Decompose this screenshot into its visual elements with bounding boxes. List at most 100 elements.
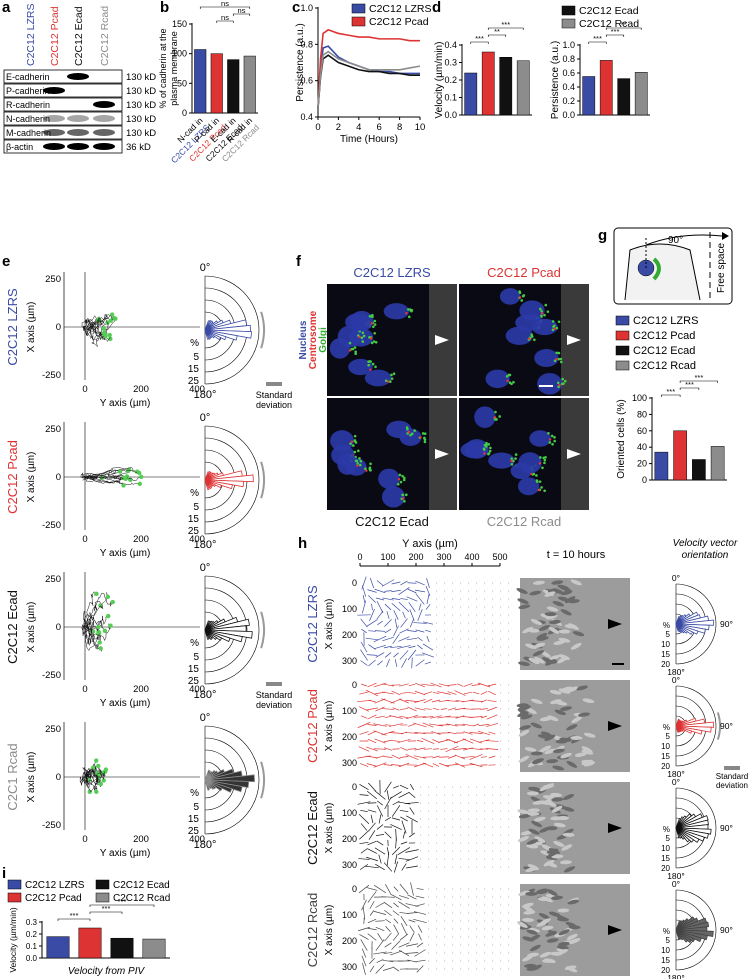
velocity-vector — [383, 862, 393, 872]
bar — [599, 60, 613, 116]
velocity-vector — [365, 865, 379, 869]
velocity-vector — [393, 785, 399, 789]
velocity-vector — [411, 657, 413, 669]
trajectory-end — [121, 483, 126, 488]
velocity-vector — [382, 597, 394, 601]
x-tick-label: 2 — [336, 122, 341, 133]
golgi — [356, 462, 360, 465]
velocity-vector — [400, 816, 408, 822]
std-arc — [716, 712, 721, 740]
velocity-vector — [367, 724, 377, 726]
golgi — [372, 340, 376, 343]
rose-ring — [675, 787, 717, 869]
phase-cell — [522, 955, 534, 962]
velocity-vector — [418, 603, 422, 611]
velocity-vector — [447, 691, 457, 695]
centrosome — [358, 335, 361, 339]
x-tick-label: 0 — [82, 534, 87, 545]
velocity-vector — [407, 692, 417, 694]
rose-wedge — [675, 815, 709, 829]
phase-cell — [563, 866, 576, 873]
velocity-vector — [405, 849, 419, 853]
golgi — [358, 463, 362, 467]
velocity-vector — [463, 683, 473, 687]
velocity-vector — [398, 601, 410, 613]
rose-tick-label: 10 — [661, 844, 670, 853]
velocity-vector — [360, 809, 368, 813]
golgi — [398, 473, 402, 477]
row-label: C2C12 Pcad — [5, 440, 20, 514]
golgi — [510, 462, 514, 466]
rose-label: 90° — [720, 823, 733, 833]
rose-unit: % — [190, 488, 199, 499]
phase-cell — [528, 657, 540, 665]
std-label: deviation — [256, 700, 292, 710]
velocity-vector — [469, 762, 483, 768]
y-tick-label: 0.0 — [562, 110, 575, 120]
phase-cell — [538, 913, 550, 920]
phase-cell — [557, 908, 570, 913]
trajectory-end — [94, 758, 99, 763]
stain-label: Centrosome — [308, 310, 319, 369]
rose-tick-label: 25 — [188, 676, 200, 687]
golgi — [369, 468, 372, 472]
velocity-vector — [368, 782, 376, 792]
golgi — [559, 357, 563, 361]
velocity-vector — [392, 748, 400, 750]
rose-tick-label: 15 — [188, 814, 200, 825]
golgi — [361, 340, 365, 343]
lane-label: C2C12 Rcad — [99, 6, 111, 66]
velocity-vector — [480, 756, 488, 758]
phase-cell — [516, 588, 528, 594]
velocity-vector — [477, 730, 491, 736]
velocity-vector — [358, 746, 370, 752]
rose-tick-label: 5 — [193, 652, 199, 663]
velocity-vector — [454, 754, 466, 760]
velocity-vector — [488, 755, 496, 759]
golgi — [354, 350, 357, 354]
trajectory-end — [126, 468, 131, 474]
velocity-vector — [391, 602, 401, 612]
velocity-vector — [366, 654, 378, 656]
trajectory-end — [108, 336, 113, 342]
golgi — [373, 319, 377, 323]
velocity-vector — [469, 732, 483, 734]
blot-band — [67, 115, 89, 122]
phase-cell — [551, 580, 564, 585]
y-tick-label: -250 — [42, 370, 61, 381]
y-tick-label: 250 — [45, 574, 61, 585]
rose-tick-label: 5 — [193, 352, 199, 363]
phase-cell — [526, 791, 539, 796]
rose-wedge — [675, 725, 680, 733]
phase-cell — [546, 938, 559, 943]
blot-band — [67, 143, 89, 150]
phase-cell — [569, 938, 581, 944]
velocity-vector — [413, 622, 427, 624]
significance-label: *** — [593, 34, 602, 43]
rose-label: 0° — [200, 562, 211, 574]
centrosome — [548, 438, 552, 441]
bar — [46, 936, 70, 959]
y-tick-label: 100 — [342, 808, 357, 818]
velocity-vector — [397, 739, 411, 743]
velocity-vector — [414, 699, 426, 703]
trajectory — [83, 626, 102, 652]
velocity-vector — [384, 831, 392, 839]
golgi — [557, 357, 561, 361]
velocity-vector — [393, 861, 399, 873]
bar — [710, 446, 725, 481]
column-label: C2C12 Ecad — [355, 514, 429, 529]
rose-label: 180° — [667, 667, 685, 677]
phase-cell — [558, 654, 570, 660]
phase-cell — [551, 895, 564, 900]
velocity-vector — [425, 629, 431, 633]
significance-bracket — [605, 27, 642, 30]
velocity-vector — [391, 805, 401, 817]
velocity-vector — [480, 708, 488, 710]
y-tick-label: 300 — [342, 656, 357, 666]
phase-cell — [527, 808, 540, 813]
rose-wedge — [204, 329, 210, 340]
x-tick-label: 300 — [436, 552, 451, 562]
golgi — [390, 373, 393, 377]
y-tick-label: 250 — [45, 724, 61, 735]
